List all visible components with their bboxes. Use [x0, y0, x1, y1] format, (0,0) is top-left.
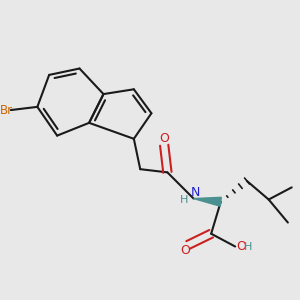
Text: O: O	[236, 240, 246, 253]
Text: O: O	[159, 132, 169, 145]
Polygon shape	[194, 197, 221, 206]
Text: H: H	[180, 195, 188, 205]
Text: H: H	[244, 242, 253, 253]
Text: O: O	[180, 244, 190, 257]
Text: N: N	[190, 186, 200, 199]
Text: Br: Br	[0, 103, 13, 117]
